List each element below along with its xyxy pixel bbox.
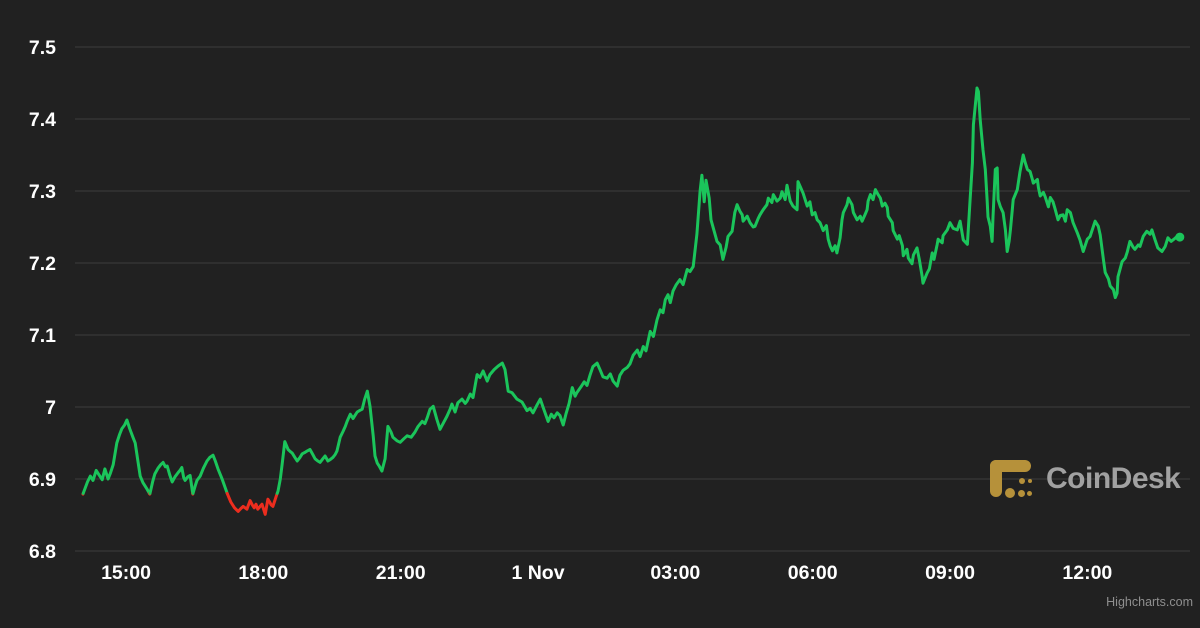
x-axis-label: 15:00 xyxy=(101,562,151,584)
coindesk-icon xyxy=(990,458,1034,500)
price-line-segment xyxy=(191,453,229,495)
y-axis-label: 7.4 xyxy=(29,109,56,131)
x-axis-label: 03:00 xyxy=(650,562,700,584)
coindesk-icon-dot xyxy=(1028,479,1032,483)
coindesk-icon-dot xyxy=(1027,491,1032,496)
price-line-segment xyxy=(225,491,279,516)
y-axis-label: 7.2 xyxy=(29,253,56,275)
x-axis-label: 09:00 xyxy=(925,562,975,584)
x-axis-label: 06:00 xyxy=(788,562,838,584)
price-line-segment xyxy=(81,418,151,495)
coindesk-icon-left-bar xyxy=(990,460,1002,497)
x-axis-label: 18:00 xyxy=(238,562,288,584)
price-line-segment xyxy=(148,460,195,495)
coindesk-icon-dot xyxy=(1018,490,1025,497)
y-axis-label: 7 xyxy=(45,397,56,419)
y-axis-label: 6.9 xyxy=(29,469,56,491)
y-axis-label: 7.3 xyxy=(29,181,56,203)
coindesk-icon-dot xyxy=(1005,488,1015,498)
coindesk-icon-dot xyxy=(1019,478,1025,484)
y-axis-label: 7.1 xyxy=(29,325,56,347)
highcharts-credit-link[interactable]: Highcharts.com xyxy=(1106,595,1193,609)
last-price-dot xyxy=(1175,232,1185,242)
x-axis-label: 21:00 xyxy=(376,562,426,584)
x-axis-label: 12:00 xyxy=(1062,562,1112,584)
x-axis-label: 1 Nov xyxy=(511,562,564,584)
coindesk-wordmark: CoinDesk xyxy=(1046,462,1181,495)
coindesk-watermark: CoinDesk xyxy=(990,458,1181,500)
y-axis-label: 6.8 xyxy=(29,541,56,563)
price-line-segment xyxy=(275,86,1182,495)
y-axis-label: 7.5 xyxy=(29,37,56,59)
